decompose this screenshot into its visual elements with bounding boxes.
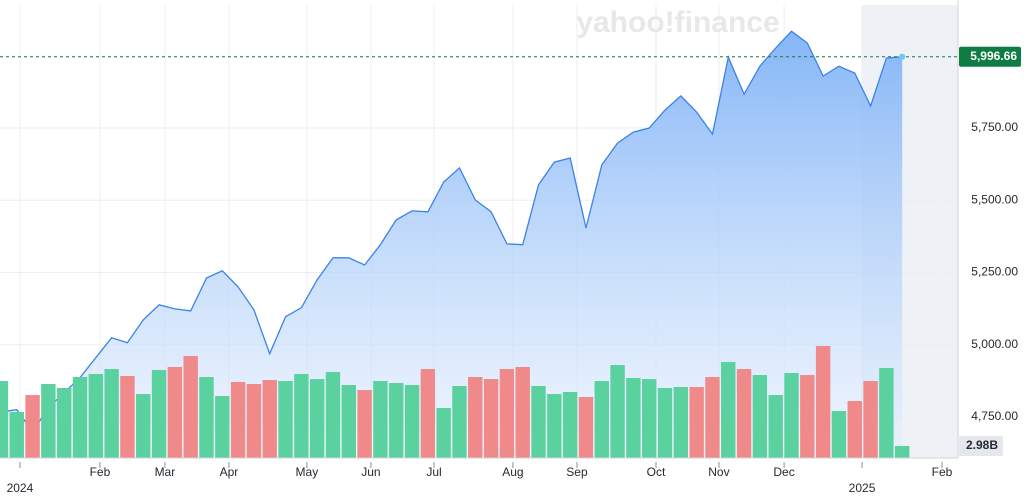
volume-bar [0,380,9,458]
volume-bar [831,410,847,458]
plot-area [0,30,910,458]
volume-bar [894,445,910,458]
x-tick-label: Feb [90,465,111,479]
volume-bar [309,379,325,458]
volume-bar [294,374,309,458]
value-label-box [959,435,1003,456]
watermark: yahoo!finance [576,6,779,39]
volume-bar [562,392,578,458]
volume-bar [531,385,546,458]
y-tick-label: 5,500.00 [971,192,1018,206]
volume-bar [230,382,246,458]
volume-bar [9,411,24,458]
value-label-box [959,46,1021,67]
volume-bar [215,395,230,458]
volume-bar [847,400,862,458]
volume-bar [420,369,436,458]
volume-bar [325,372,341,458]
volume-bar [515,367,530,458]
last-point [899,53,906,60]
x-tick-label: Nov [708,465,729,479]
x-tick-label: Jun [361,465,380,479]
volume-bar [404,385,420,458]
y-tick-label: 4,750.00 [971,409,1018,423]
volume-bar [341,385,356,458]
volume-bar [705,377,720,458]
volume-bar [452,385,467,458]
price-area [0,31,903,458]
volume-bar [642,379,657,458]
x-tick-label: Dec [773,465,794,479]
y-tick-label: 5,250.00 [971,265,1018,279]
x-tick-label: Apr [220,465,239,479]
volume-bar [183,355,198,458]
volume-bar [389,383,404,458]
x-tick-label: 2025 [849,481,876,495]
volume-bar [547,394,562,458]
x-tick-label: Mar [155,465,176,479]
volume-bar [768,395,783,458]
volume-bar [468,377,483,458]
volume-bar [657,388,673,458]
volume-bar [25,395,40,458]
volume-bar [88,374,104,458]
value-label: 2.98B [966,438,998,452]
volume-bar [72,377,88,458]
volume-bar [104,369,119,458]
volume-bar [863,380,878,458]
volume-bar [736,369,752,458]
volume-bar [56,388,72,458]
volume-bar [199,377,214,458]
volume-bar [167,367,183,458]
volume-bar [41,384,56,458]
volume-bar [784,373,799,458]
price-line [0,30,903,433]
axes: 4,750.00 5,000.00 5,250.00 5,500.00 5,750.00… [0,46,1021,495]
x-tick-label: 2024 [7,481,34,495]
volume-bar [357,390,372,458]
value-label: 5,996.66 [970,49,1017,63]
volume-bar [879,368,894,458]
volume-bar [278,380,293,458]
volume-bar [594,380,609,458]
volume-bar [721,362,736,458]
x-tick-label: May [296,465,319,479]
volume-bar [136,394,151,458]
y-tick-label: 5,000.00 [971,337,1018,351]
volume-bar [120,375,135,458]
x-tick-label: Oct [647,465,666,479]
volume-bar [246,384,262,458]
volume-bar [151,370,167,458]
volume-bar [262,380,277,458]
volume-bar [578,397,594,458]
volume-bar [483,379,499,458]
volume-bar [436,408,451,458]
volume-bar [800,375,815,458]
x-tick-label: Jul [426,465,441,479]
volume-bar [752,375,768,458]
volume-bar [673,387,689,458]
y-tick-label: 5,750.00 [971,120,1018,134]
x-tick-label: Feb [932,465,953,479]
volume-bar [499,369,515,458]
volume-bar [689,387,704,458]
volume-bar [610,365,625,458]
x-tick-label: Sep [566,465,588,479]
volume-bar [373,380,388,458]
volume-bar [815,345,831,458]
x-tick-label: Aug [502,465,523,479]
volume-bar [626,378,641,458]
